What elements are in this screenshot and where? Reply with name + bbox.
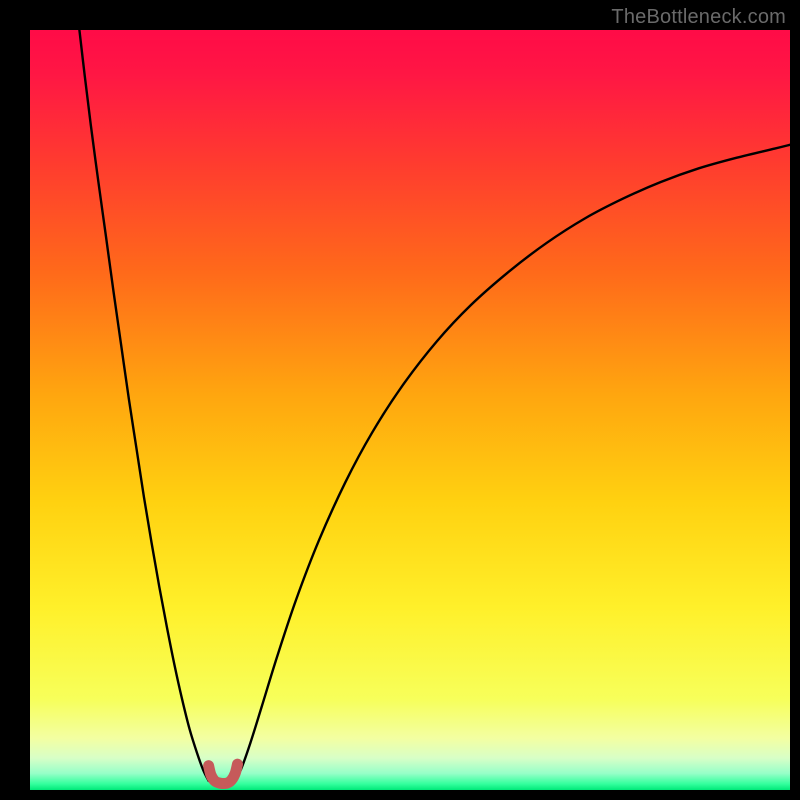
chart-frame <box>30 30 790 790</box>
bottleneck-curve-right <box>30 30 790 790</box>
optimal-marker <box>30 30 790 790</box>
root: { "watermark": { "text": "TheBottleneck.… <box>0 0 800 800</box>
bottleneck-curve-left <box>30 30 790 790</box>
gradient-background <box>30 30 790 790</box>
watermark-text: TheBottleneck.com <box>611 6 786 29</box>
chart-plot-area <box>30 30 790 790</box>
